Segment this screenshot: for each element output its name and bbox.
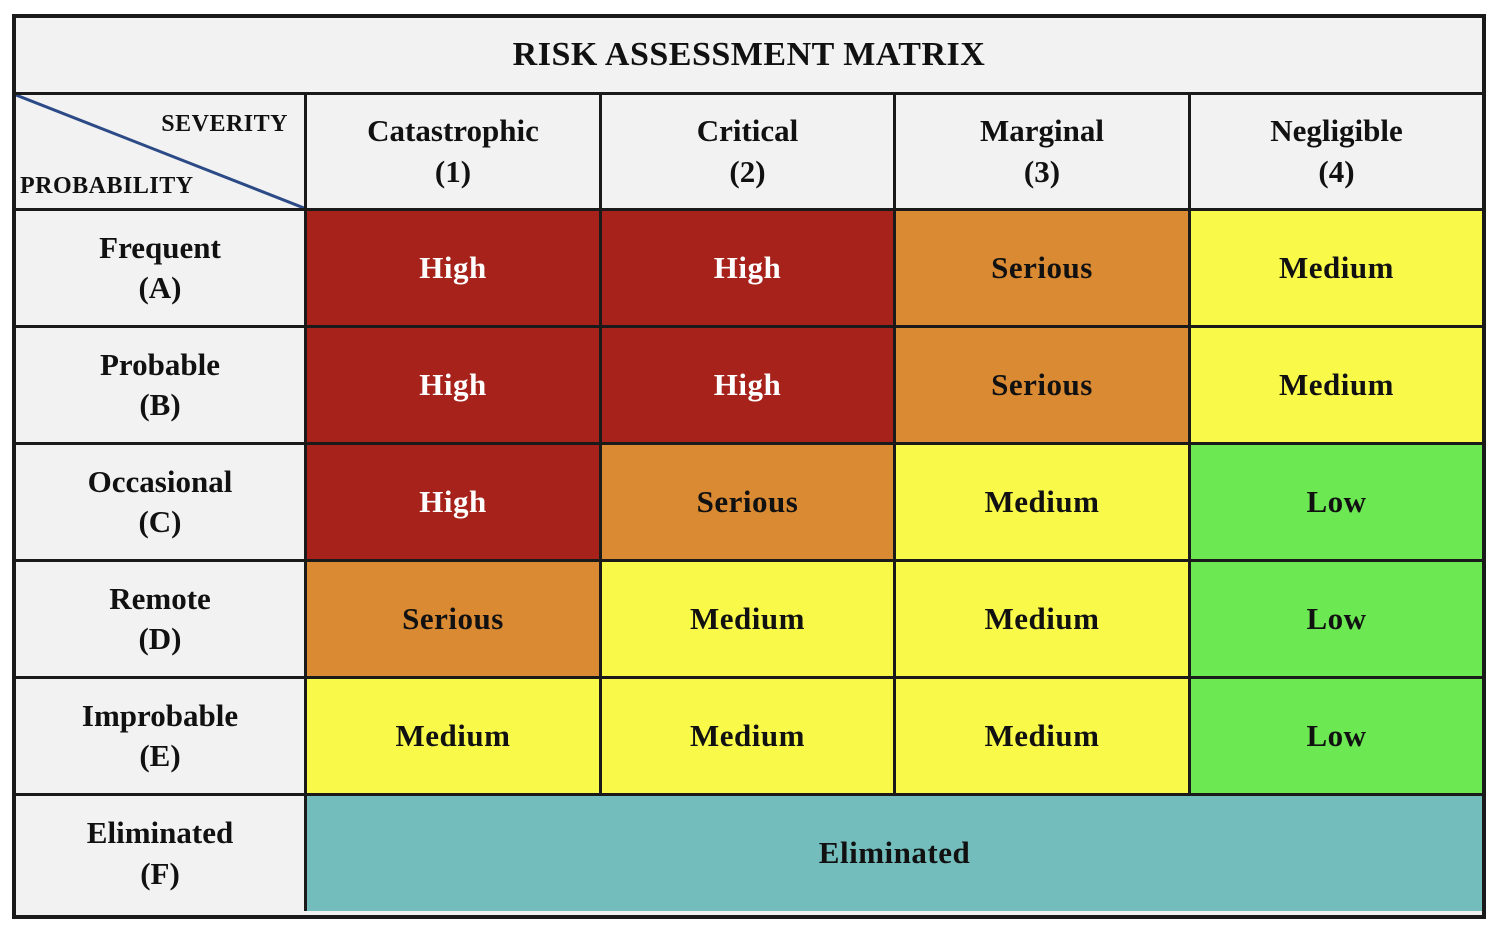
risk-cell: Medium [1191,328,1482,445]
probability-header-d: Remote (D) [16,562,307,679]
severity-code: (3) [1023,153,1061,189]
eliminated-cell: Eliminated [307,796,1482,911]
probability-name: Probable [100,346,220,382]
probability-header-a: Frequent (A) [16,211,307,328]
risk-cell: Low [1191,679,1482,796]
risk-cell: Serious [602,445,896,562]
severity-name: Negligible [1270,113,1403,149]
probability-code: (A) [138,270,182,305]
severity-code: (2) [729,153,766,189]
axis-corner: SEVERITY PROBABILITY [16,95,307,211]
probability-code: (B) [139,387,181,422]
diagonal-line [16,95,304,208]
matrix-title: RISK ASSESSMENT MATRIX [16,18,1482,95]
probability-name: Frequent [99,229,221,265]
probability-header-c: Occasional (C) [16,445,307,562]
risk-cell: Serious [307,562,602,679]
risk-cell: Medium [896,562,1191,679]
probability-name: Occasional [87,463,233,499]
probability-header-b: Probable (B) [16,328,307,445]
severity-code: (1) [434,153,472,189]
risk-cell: High [307,328,602,445]
risk-cell: Serious [896,328,1191,445]
severity-header-1: Catastrophic (1) [307,95,602,211]
risk-cell: Medium [602,562,896,679]
severity-name: Marginal [980,113,1104,149]
risk-matrix: RISK ASSESSMENT MATRIX SEVERITY PROBABIL… [12,14,1486,919]
risk-cell: Medium [1191,211,1482,328]
risk-cell: High [602,211,896,328]
probability-name: Eliminated [86,815,234,851]
severity-header-4: Negligible (4) [1191,95,1482,211]
severity-name: Critical [696,113,799,149]
severity-code: (4) [1318,153,1355,189]
risk-cell: High [307,445,602,562]
probability-code: (D) [138,621,182,656]
risk-cell: Low [1191,562,1482,679]
probability-name: Remote [109,580,211,616]
severity-header-3: Marginal (3) [896,95,1191,211]
severity-header-2: Critical (2) [602,95,896,211]
risk-cell: Medium [307,679,602,796]
probability-name: Improbable [81,697,239,733]
risk-cell: Low [1191,445,1482,562]
risk-cell: Serious [896,211,1191,328]
risk-cell: High [307,211,602,328]
probability-header-e: Improbable (E) [16,679,307,796]
risk-cell: Medium [896,445,1191,562]
severity-name: Catastrophic [367,113,539,149]
probability-code: (F) [140,855,180,891]
probability-code: (C) [138,504,182,539]
matrix-grid: SEVERITY PROBABILITY Catastrophic (1) Crit… [16,95,1482,915]
risk-cell: Medium [602,679,896,796]
risk-cell: High [602,328,896,445]
probability-header-f: Eliminated (F) [16,796,307,911]
probability-label: PROBABILITY [20,172,194,199]
risk-cell: Medium [896,679,1191,796]
severity-label: SEVERITY [161,111,288,137]
probability-code: (E) [139,738,181,773]
